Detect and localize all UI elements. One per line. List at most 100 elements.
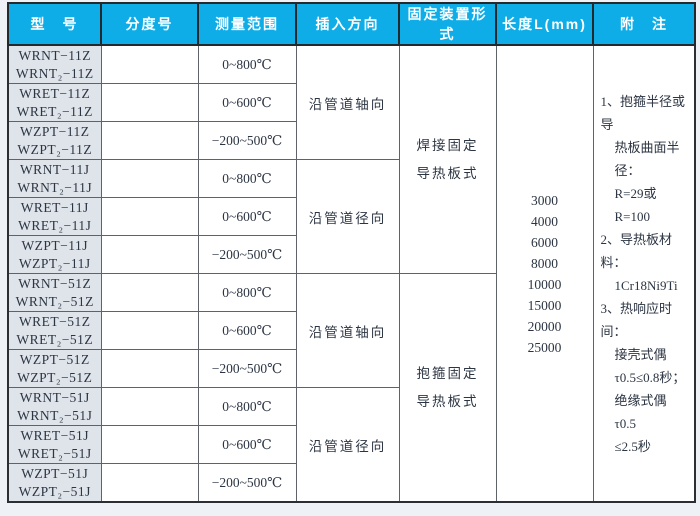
range-cell: 0~800℃ — [197, 159, 297, 198]
column-header-notes: 附 注 — [592, 2, 696, 46]
model-cell: WRNT−11J WRNT₂−11J — [7, 159, 102, 198]
note-line: 3、热响应时间： — [600, 300, 673, 339]
table-row: WZPT−51J WZPT₂−51J −200~500℃ — [7, 463, 695, 503]
table-row: WRNT−11Z WRNT₂−11Z 0~800℃ 沿管道轴向 焊接固定 导热板… — [7, 44, 696, 503]
length-value: 4000 — [531, 213, 558, 229]
fixing-line: 导热板式 — [416, 393, 479, 409]
model-cell: WZPT−51J WZPT₂−51J — [7, 463, 102, 503]
model-cell: WZPT−51Z WZPT₂−51Z — [7, 349, 102, 388]
model-name: WRNT₂−51J — [17, 407, 93, 423]
model-name: WZPT−11J — [21, 237, 89, 253]
model-name: WZPT₂−11J — [18, 255, 91, 271]
note-line: 2、导热板材料： — [600, 231, 673, 270]
column-header-fixing: 固定装置形式 — [398, 2, 497, 46]
model-name: WRNT₂−11Z — [15, 65, 94, 81]
model-cell: WRET−11J WRET₂−11J — [7, 197, 102, 236]
note-line: 绝缘式偶 τ0.5 — [614, 392, 667, 431]
range-cell: −200~500℃ — [197, 235, 297, 274]
range-cell: −200~500℃ — [197, 121, 297, 160]
model-name: WRET₂−51J — [17, 445, 92, 461]
model-name: WZPT₂−51Z — [17, 369, 93, 385]
model-cell: WRNT−51J WRNT₂−51J — [7, 387, 102, 426]
model-name: WRNT₂−51Z — [15, 293, 94, 309]
model-name: WZPT₂−51J — [18, 483, 91, 499]
length-value: 6000 — [531, 234, 558, 250]
model-cell: WZPT−11Z WZPT₂−11Z — [7, 121, 102, 160]
fixing-line: 焊接固定 — [416, 137, 479, 153]
direction-cell: 沿管道轴向 — [295, 44, 400, 160]
length-value: 20000 — [527, 318, 562, 334]
note-line: 热板曲面半径： — [614, 139, 680, 178]
column-header-range: 测量范围 — [197, 2, 297, 46]
direction-cell: 沿管道径向 — [295, 159, 400, 274]
notes-cell: 1、抱箍半径或导 热板曲面半径： R=29或R=100 2、导热板材料： 1Cr… — [592, 44, 696, 503]
note-line: 接壳式偶 — [614, 346, 667, 362]
graduation-cell — [100, 349, 199, 388]
model-cell: WRNT−11Z WRNT₂−11Z — [7, 44, 102, 84]
model-name: WZPT−11Z — [19, 123, 90, 139]
model-name: WRNT−11Z — [18, 47, 92, 63]
fixing-cell: 抱箍固定 导热板式 — [398, 273, 497, 503]
graduation-cell — [100, 311, 199, 350]
direction-cell: 沿管道轴向 — [295, 273, 400, 388]
graduation-cell — [100, 235, 199, 274]
range-cell: 0~600℃ — [197, 197, 297, 236]
table-row: WRET−11Z WRET₂−11Z 0~600℃ — [7, 83, 695, 122]
length-value: 25000 — [527, 339, 562, 355]
length-value: 3000 — [531, 192, 558, 208]
table-row: WRNT−51J WRNT₂−51J 0~800℃ 沿管道径向 — [7, 387, 695, 503]
table-row: WRNT−51Z WRNT₂−51Z 0~800℃ 沿管道轴向 抱箍固定 导热板… — [7, 273, 695, 503]
length-value: 15000 — [527, 297, 562, 313]
graduation-cell — [100, 197, 199, 236]
table-row: WZPT−11J WZPT₂−11J −200~500℃ — [7, 235, 695, 274]
range-cell: 0~600℃ — [197, 311, 297, 350]
table-row: WRET−51Z WRET₂−51Z 0~600℃ — [7, 311, 695, 350]
model-name: WRET₂−11J — [18, 217, 92, 233]
direction-cell: 沿管道径向 — [295, 387, 400, 503]
model-cell: WRET−51J WRET₂−51J — [7, 425, 102, 464]
column-header-length: 长度L(mm) — [495, 2, 594, 46]
graduation-cell — [100, 273, 199, 312]
fixing-line: 抱箍固定 — [416, 365, 479, 381]
range-cell: 0~600℃ — [197, 83, 297, 122]
model-name: WRET−11Z — [19, 85, 91, 101]
graduation-cell — [100, 387, 199, 426]
length-value: 10000 — [527, 276, 562, 292]
graduation-cell — [100, 83, 199, 122]
model-name: WRET₂−11Z — [16, 103, 93, 119]
model-name: WRET−51Z — [18, 313, 91, 329]
table-row: WRNT−11J WRNT₂−11J 0~800℃ 沿管道径向 — [7, 159, 695, 274]
graduation-cell — [100, 121, 199, 160]
header-row: 型 号 分度号 测量范围 插入方向 固定装置形式 长度L(mm) 附 注 — [7, 2, 696, 46]
range-cell: −200~500℃ — [197, 349, 297, 388]
note-line: ≤2.5秒 — [614, 438, 651, 454]
model-cell: WRET−11Z WRET₂−11Z — [7, 83, 102, 122]
table-row: WRET−11J WRET₂−11J 0~600℃ — [7, 197, 695, 236]
column-header-graduation: 分度号 — [100, 2, 199, 46]
model-name: WZPT−51Z — [19, 351, 90, 367]
model-name: WRNT−11J — [19, 161, 90, 177]
model-cell: WZPT−11J WZPT₂−11J — [7, 235, 102, 274]
range-cell: 0~800℃ — [197, 387, 297, 426]
range-cell: −200~500℃ — [197, 463, 297, 503]
graduation-cell — [100, 159, 199, 198]
column-header-direction: 插入方向 — [295, 2, 400, 46]
fixing-line: 导热板式 — [416, 165, 479, 181]
length-cell: 3000 4000 6000 8000 10000 15000 20000 25… — [495, 44, 594, 503]
model-name: WRNT−51J — [19, 389, 90, 405]
model-name: WRNT₂−11J — [17, 179, 93, 195]
model-name: WRET₂−51Z — [16, 331, 94, 347]
graduation-cell — [100, 425, 199, 464]
note-line: R=29或R=100 — [614, 185, 657, 224]
model-name: WRET−11J — [20, 199, 89, 215]
model-name: WRNT−51Z — [18, 275, 92, 291]
model-name: WZPT₂−11Z — [17, 141, 93, 157]
range-cell: 0~600℃ — [197, 425, 297, 464]
range-cell: 0~800℃ — [197, 44, 297, 84]
length-value: 8000 — [531, 255, 558, 271]
model-cell: WRET−51Z WRET₂−51Z — [7, 311, 102, 350]
graduation-cell — [100, 463, 199, 503]
note-line: 1、抱箍半径或导 — [600, 93, 686, 132]
graduation-cell — [100, 44, 199, 84]
range-cell: 0~800℃ — [197, 273, 297, 312]
